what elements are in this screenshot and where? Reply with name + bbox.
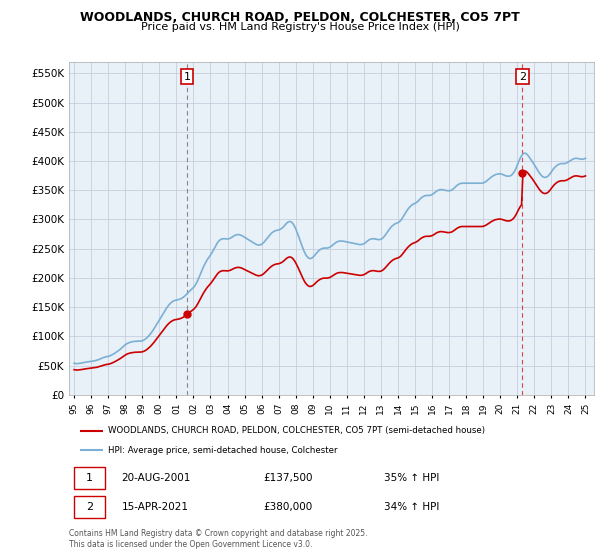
Text: £380,000: £380,000	[263, 502, 313, 512]
Text: £137,500: £137,500	[263, 473, 313, 483]
Text: 1: 1	[184, 72, 191, 82]
Text: 35% ↑ HPI: 35% ↑ HPI	[384, 473, 439, 483]
Text: 2: 2	[86, 502, 93, 512]
Text: 20-AUG-2001: 20-AUG-2001	[121, 473, 191, 483]
Text: Price paid vs. HM Land Registry's House Price Index (HPI): Price paid vs. HM Land Registry's House …	[140, 22, 460, 32]
Text: 2: 2	[518, 72, 526, 82]
Text: HPI: Average price, semi-detached house, Colchester: HPI: Average price, semi-detached house,…	[109, 446, 338, 455]
Text: 1: 1	[86, 473, 93, 483]
Text: WOODLANDS, CHURCH ROAD, PELDON, COLCHESTER, CO5 7PT: WOODLANDS, CHURCH ROAD, PELDON, COLCHEST…	[80, 11, 520, 24]
Bar	[74, 466, 105, 489]
Text: 34% ↑ HPI: 34% ↑ HPI	[384, 502, 439, 512]
Text: 15-APR-2021: 15-APR-2021	[121, 502, 188, 512]
Bar	[74, 496, 105, 519]
Text: Contains HM Land Registry data © Crown copyright and database right 2025.
This d: Contains HM Land Registry data © Crown c…	[69, 529, 367, 549]
Text: WOODLANDS, CHURCH ROAD, PELDON, COLCHESTER, CO5 7PT (semi-detached house): WOODLANDS, CHURCH ROAD, PELDON, COLCHEST…	[109, 426, 485, 435]
